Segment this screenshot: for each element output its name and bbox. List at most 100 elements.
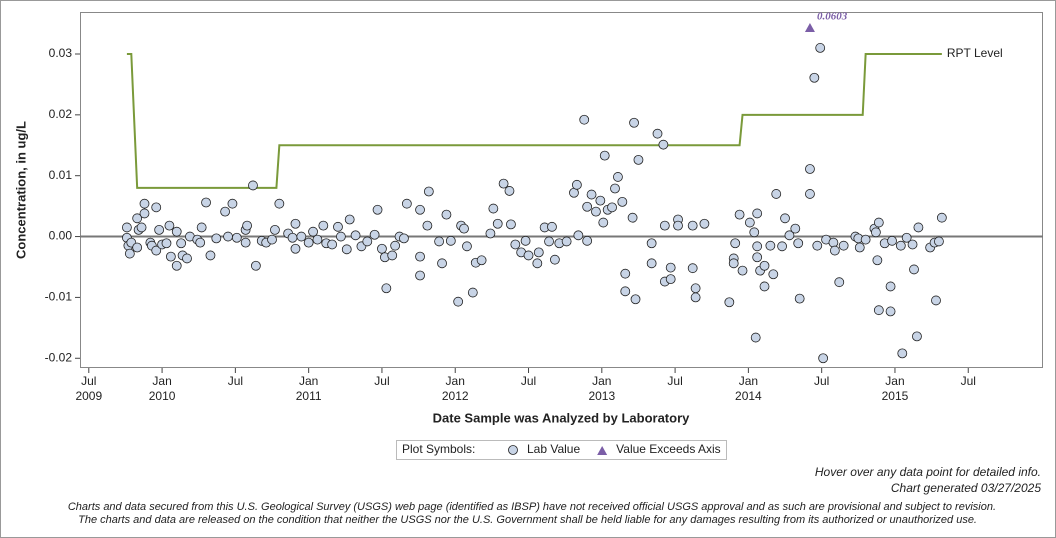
lab-point — [805, 164, 815, 174]
lab-point — [437, 258, 447, 269]
lab-point — [344, 214, 355, 225]
lab-point — [885, 306, 896, 317]
lab-point — [759, 281, 770, 292]
lab-point — [547, 221, 557, 232]
lab-point — [415, 270, 425, 281]
lab-point — [805, 189, 815, 199]
lab-point — [333, 221, 343, 232]
lab-point — [750, 332, 761, 343]
lab-point — [520, 235, 531, 246]
x-year-label: 2012 — [442, 389, 469, 403]
lab-point — [582, 201, 593, 212]
lab-point — [132, 213, 143, 224]
x-year-label: 2010 — [149, 389, 176, 403]
lab-point — [308, 226, 318, 237]
x-tick-label: Jan — [592, 374, 611, 388]
lab-point — [728, 258, 739, 269]
lab-point — [476, 255, 487, 266]
lab-point — [171, 226, 182, 237]
lab-point — [523, 250, 534, 261]
lab-point — [885, 281, 896, 292]
lab-point — [887, 235, 897, 246]
lab-point — [139, 198, 150, 209]
lab-point — [136, 222, 147, 233]
lab-point — [646, 238, 657, 249]
exceeds-point — [804, 23, 815, 32]
legend-box — [396, 440, 727, 460]
lab-point — [854, 242, 865, 253]
y-tick-label: 0.01 — [49, 168, 73, 182]
lab-point — [498, 178, 509, 189]
lab-point — [242, 220, 252, 231]
lab-point — [182, 253, 192, 264]
lab-point — [312, 234, 323, 245]
lab-point — [248, 180, 258, 191]
lab-point — [737, 265, 748, 276]
x-year-label: 2009 — [75, 389, 102, 403]
x-tick-label: Jul — [961, 374, 976, 388]
lab-point — [132, 242, 143, 253]
lab-point — [161, 238, 172, 249]
lab-point — [422, 220, 433, 231]
lab-point — [550, 254, 560, 265]
lab-point — [488, 203, 499, 214]
lab-point — [752, 241, 763, 252]
lab-point — [873, 305, 884, 316]
lab-point — [571, 179, 582, 190]
x-tick-label: Jul — [667, 374, 682, 388]
lab-point — [598, 217, 609, 228]
lab-point — [196, 222, 207, 233]
lab-point — [399, 233, 409, 244]
disclaimer: The charts and data are released on the … — [78, 514, 977, 526]
y-tick-label: -0.02 — [45, 350, 73, 364]
line-label: RPT Level — [947, 46, 1003, 60]
value-label: 0.0603 — [817, 11, 848, 23]
lab-point — [195, 237, 206, 248]
lab-point — [658, 139, 669, 150]
lab-point — [533, 247, 544, 258]
lab-point — [381, 283, 392, 294]
lab-point — [372, 204, 383, 215]
lab-point — [303, 237, 314, 248]
lab-point — [176, 238, 187, 249]
x-tick-label: Jan — [299, 374, 318, 388]
lab-point — [744, 217, 755, 228]
lab-point — [907, 239, 918, 250]
lab-point — [633, 154, 644, 165]
legend-label: Value Exceeds Axis — [616, 442, 721, 456]
lab-point — [630, 294, 641, 305]
lab-point — [369, 229, 380, 240]
lab-point — [610, 183, 620, 194]
lab-point — [812, 240, 823, 251]
lab-point — [591, 206, 601, 217]
lab-point — [734, 209, 745, 220]
lab-point — [223, 231, 233, 242]
legend-title: Plot Symbols: — [402, 442, 475, 456]
lab-point — [752, 208, 763, 219]
lab-point — [901, 232, 912, 243]
lab-point — [250, 260, 261, 271]
x-tick-label: Jan — [739, 374, 758, 388]
lab-point — [765, 240, 776, 251]
lab-point — [620, 268, 631, 279]
lab-point — [544, 236, 554, 247]
lab-point — [434, 236, 445, 247]
lab-point — [620, 286, 631, 297]
lab-point — [274, 198, 285, 209]
lab-point — [296, 231, 307, 242]
lab-point — [652, 128, 663, 139]
y-tick-label: -0.01 — [45, 290, 73, 304]
legend-label: Lab Value — [527, 442, 580, 456]
lab-point — [768, 269, 779, 280]
lab-point — [771, 189, 782, 199]
lab-point — [834, 277, 845, 288]
plot-area — [80, 12, 1043, 368]
rpt-line — [126, 52, 942, 189]
lab-point — [165, 251, 176, 262]
lab-point — [871, 227, 881, 238]
lab-point — [341, 244, 352, 255]
lab-point — [860, 234, 871, 245]
lab-point — [151, 245, 162, 256]
note: Hover over any data point for detailed i… — [815, 465, 1041, 479]
lab-point — [453, 296, 464, 307]
